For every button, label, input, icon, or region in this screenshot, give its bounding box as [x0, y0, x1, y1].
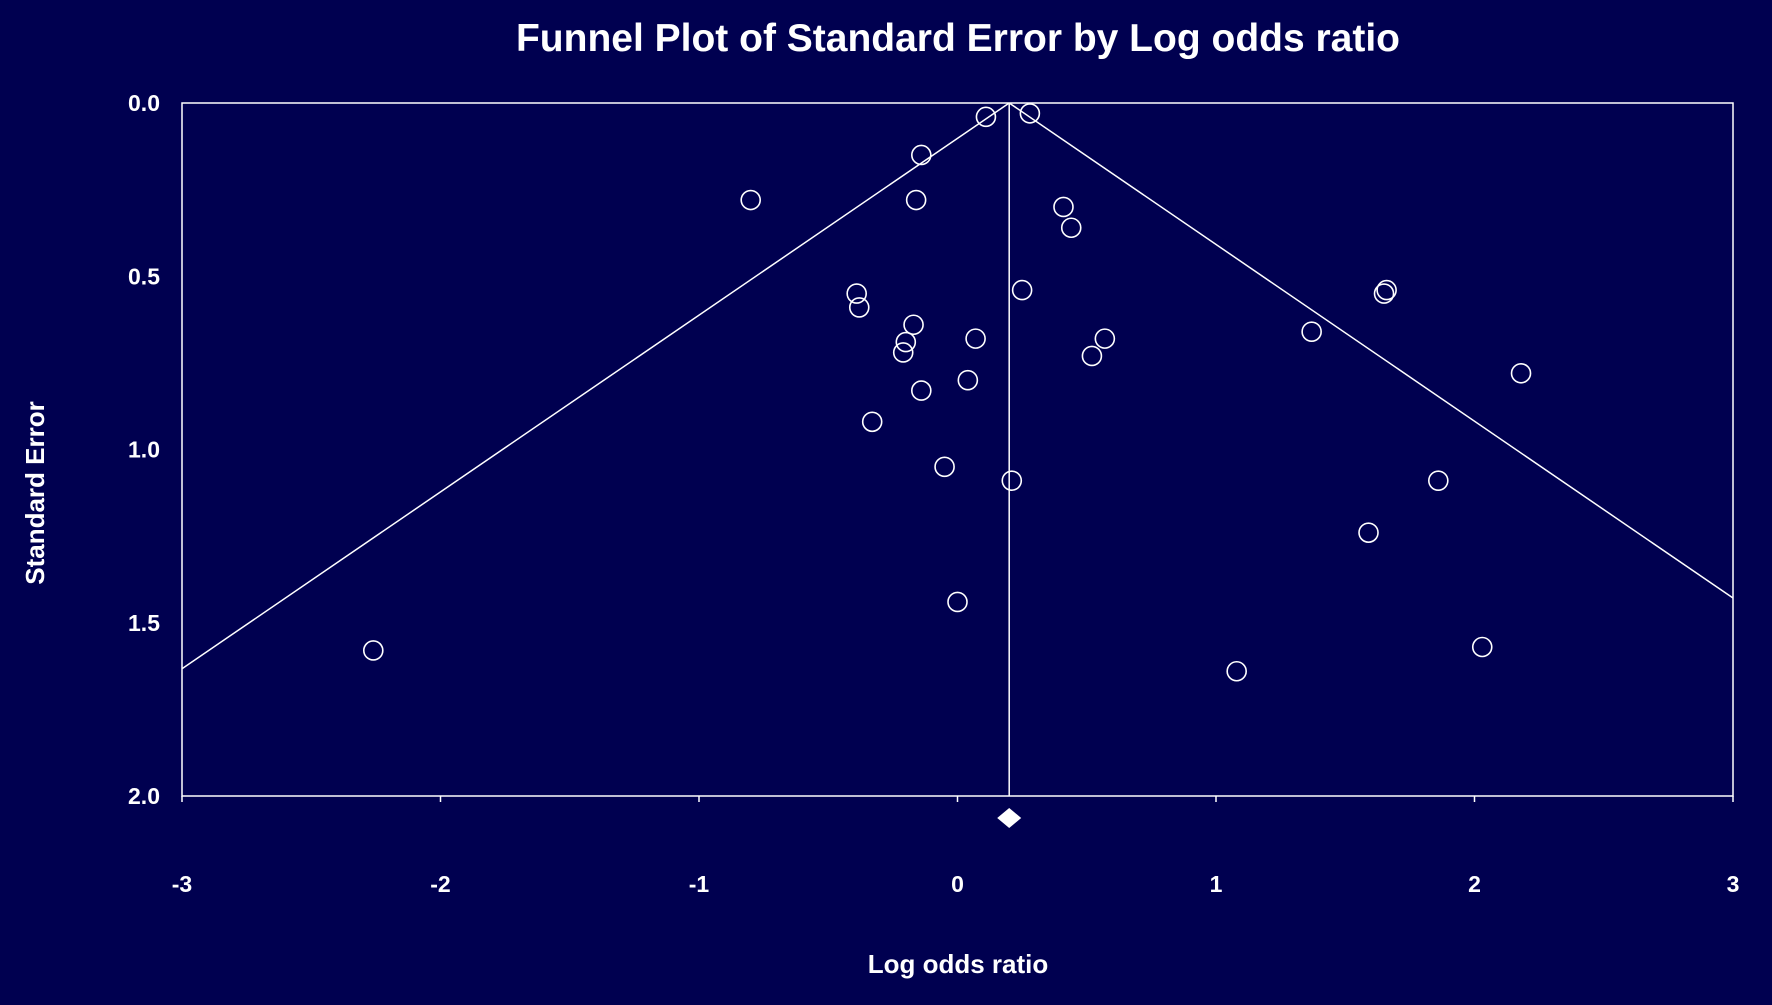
summary-diamond	[997, 808, 1022, 828]
x-tick-label: 2	[1468, 871, 1481, 897]
study-point	[1471, 636, 1493, 658]
x-tick-label: 3	[1727, 871, 1740, 897]
y-tick-label: 1.0	[128, 437, 160, 463]
x-axis-label: Log odds ratio	[868, 949, 1049, 979]
x-axis-ticks: -3 -2 -1 0 1 2 3	[172, 796, 1740, 897]
study-point	[1226, 660, 1247, 682]
study-point	[1510, 362, 1532, 384]
study-point	[903, 314, 924, 336]
funnel-right-boundary	[1008, 102, 1734, 599]
study-point	[947, 591, 968, 613]
study-point	[957, 369, 979, 391]
funnel-left-boundary	[181, 102, 1010, 670]
y-tick-label: 0.0	[128, 90, 160, 116]
study-point	[861, 411, 883, 433]
study-point	[1094, 328, 1116, 349]
study-point	[1019, 103, 1041, 124]
y-axis-ticks: 0.0 0.5 1.0 1.5 2.0	[128, 90, 160, 809]
y-axis-label: Standard Error	[20, 401, 50, 585]
study-point	[848, 297, 870, 318]
study-point	[911, 380, 932, 401]
study-point	[1081, 345, 1103, 367]
study-point	[895, 331, 917, 353]
study-point	[1428, 470, 1449, 491]
study-point	[362, 640, 384, 661]
y-tick-label: 1.5	[128, 610, 160, 636]
study-point	[846, 283, 867, 304]
study-point	[905, 189, 927, 211]
y-tick-label: 2.0	[128, 783, 160, 809]
study-point	[911, 144, 932, 166]
study-point	[1053, 196, 1074, 218]
study-point	[1358, 522, 1379, 543]
study-point	[975, 106, 997, 128]
study-points	[362, 103, 1532, 682]
study-point	[934, 456, 955, 478]
study-point	[740, 189, 762, 211]
x-tick-label: -2	[430, 871, 450, 897]
x-tick-label: -1	[689, 871, 710, 897]
study-point	[1011, 279, 1033, 301]
x-tick-label: 0	[951, 871, 964, 897]
study-point	[1373, 283, 1395, 304]
study-point	[892, 342, 914, 363]
study-point	[1060, 217, 1082, 239]
study-point	[965, 328, 986, 349]
study-point	[1376, 279, 1397, 301]
plot-area-frame	[181, 102, 1734, 797]
study-point	[1301, 321, 1322, 342]
study-point	[1001, 470, 1023, 491]
y-tick-label: 0.5	[128, 263, 160, 289]
x-tick-label: 1	[1210, 871, 1223, 897]
chart-title: Funnel Plot of Standard Error by Log odd…	[516, 17, 1400, 60]
x-tick-label: -3	[172, 871, 192, 897]
